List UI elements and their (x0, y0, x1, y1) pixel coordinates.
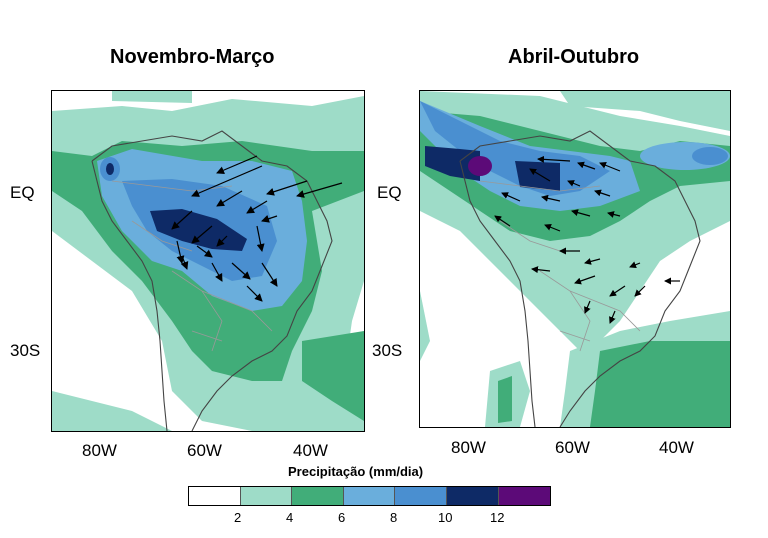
xlabel-40w-right: 40W (659, 438, 694, 457)
precipitation-map-left (52, 91, 364, 431)
right-panel-title: Abril-Outubro (508, 46, 640, 68)
wind-arrows-right (494, 155, 680, 324)
xlabel-60w-left: 60W (187, 441, 222, 460)
colorbar-segment (189, 487, 241, 505)
precip-band-2-4-top (112, 91, 192, 103)
precip-band-10-12-north (106, 163, 114, 175)
precip-band-2-4 (420, 91, 730, 131)
country-borders (479, 180, 641, 352)
colorbar-segment (292, 487, 344, 505)
precip-band-10-12-b (515, 161, 560, 191)
colorbar-label: 8 (390, 510, 398, 525)
precip-band-10-12 (425, 146, 480, 181)
precip-band-8-10-east (692, 147, 728, 165)
xlabel-60w-right: 60W (555, 438, 590, 457)
map-novembro-marco (51, 90, 365, 432)
country-borders (111, 180, 273, 352)
ylabel-30s-right: 30S (372, 341, 403, 360)
xlabel-80w-left: 80W (82, 441, 117, 460)
colorbar-label: 12 (490, 510, 505, 525)
colorbar-label: 6 (338, 510, 346, 525)
precip-band-4-6-sw (498, 376, 512, 423)
precipitation-map-right (420, 91, 730, 427)
precip-band-above-12 (468, 156, 492, 176)
colorbar-segment (240, 487, 293, 505)
wind-arrows-left (171, 155, 343, 302)
xlabel-40w-left: 40W (293, 441, 328, 460)
coastline-west (91, 160, 168, 431)
colorbar-label: 4 (286, 510, 294, 525)
colorbar-segment (446, 487, 499, 505)
map-abril-outubro (419, 90, 731, 428)
precip-band-4-6-south (590, 341, 730, 427)
coastline (459, 130, 701, 427)
coastline-west (459, 160, 536, 427)
precip-band-4-6-se (302, 331, 364, 421)
precip-band-8-10 (420, 101, 610, 196)
colorbar-label: 10 (438, 510, 453, 525)
ylabel-30s-left: 30S (10, 341, 41, 360)
xlabel-80w-right: 80W (451, 438, 486, 457)
colorbar-segment (343, 487, 396, 505)
colorbar (188, 486, 552, 506)
colorbar-segment (498, 487, 551, 505)
ylabel-eq-right: EQ (377, 183, 402, 202)
ylabel-eq-left: EQ (10, 183, 35, 202)
precip-band-2-4-bottom (52, 391, 172, 431)
left-panel-title: Novembro-Março (110, 46, 275, 68)
coastline (91, 130, 333, 431)
precip-band-2-4-west (420, 291, 430, 361)
colorbar-segment (395, 487, 447, 505)
colorbar-label: 2 (234, 510, 242, 525)
colorbar-title: Precipitação (mm/dia) (288, 464, 424, 479)
